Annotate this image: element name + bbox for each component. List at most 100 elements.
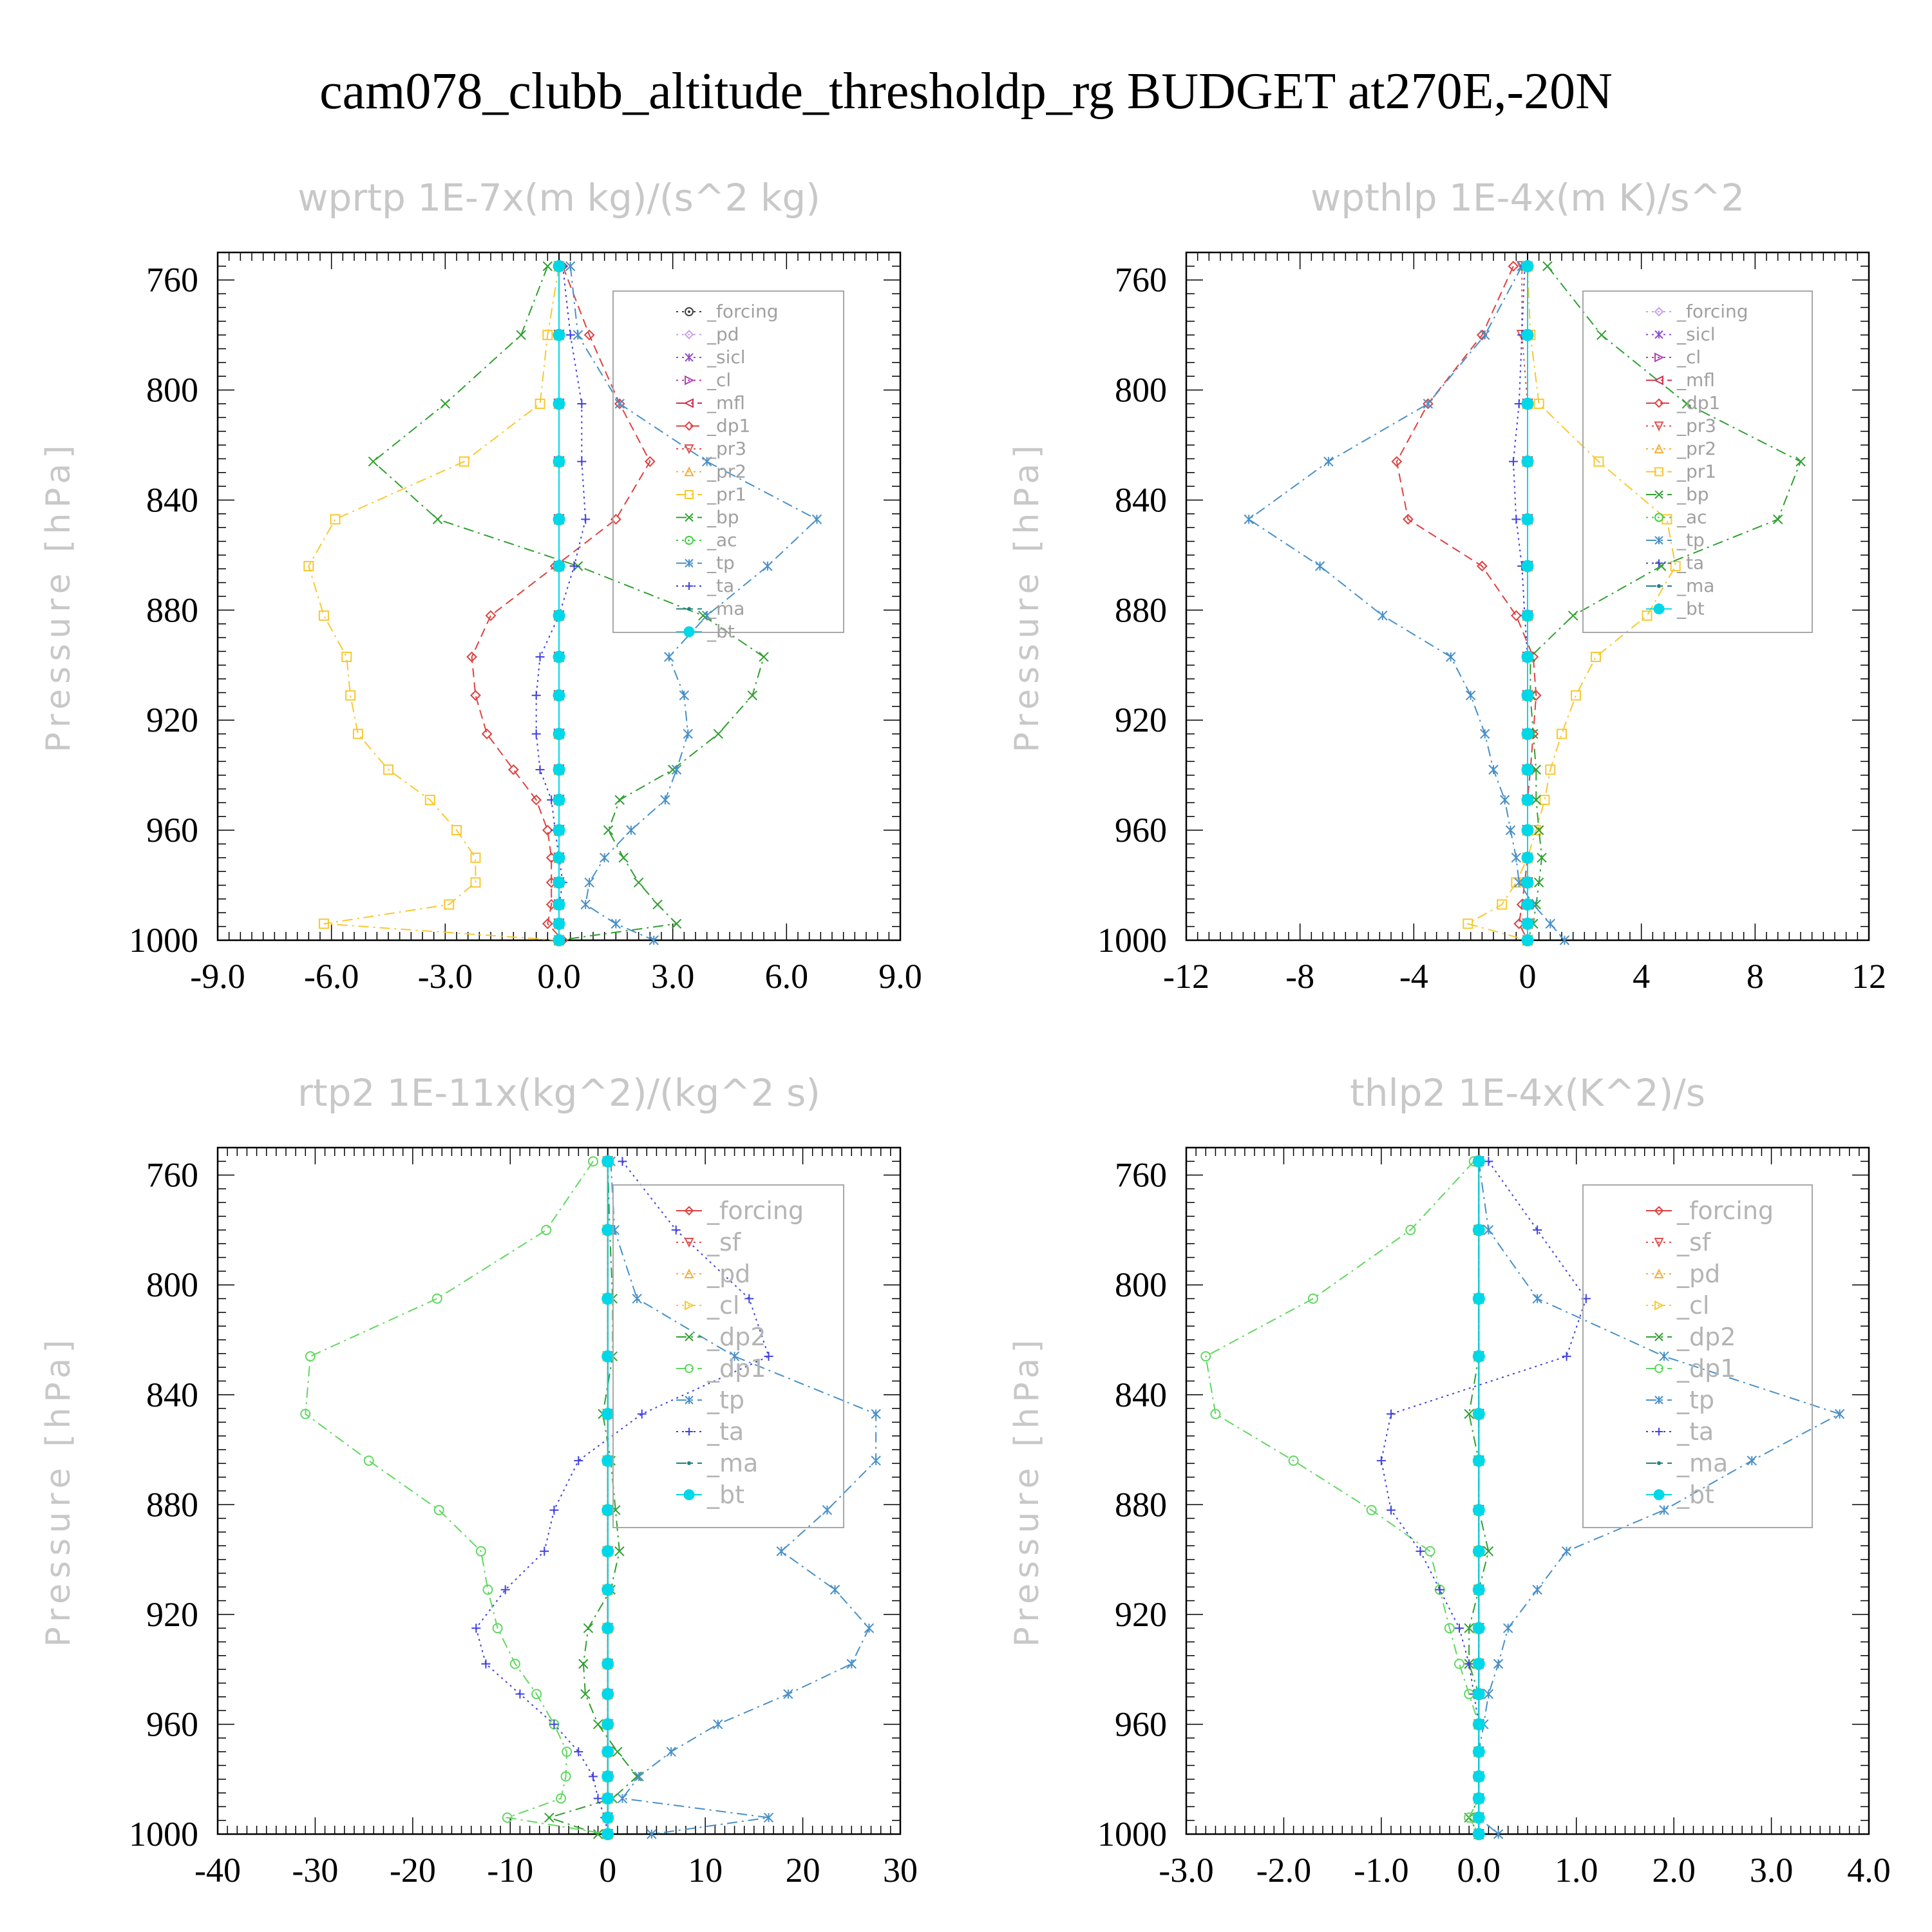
data-point-dp1 <box>475 1546 486 1557</box>
x-tick-label: -8 <box>1285 957 1314 996</box>
data-point-ta <box>565 330 575 340</box>
legend-label: _pr2 <box>1676 438 1716 459</box>
data-point-tp <box>1493 1829 1504 1839</box>
data-point-tp <box>1446 652 1456 662</box>
legend-label: _forcing <box>706 1197 804 1225</box>
data-point-dp1 <box>466 651 477 663</box>
panel-title: wprtp 1E-7x(m kg)/(s^2 kg) <box>298 176 820 220</box>
legend-marker <box>1654 1300 1665 1311</box>
series-line-dp1 <box>1396 265 1537 941</box>
data-point-bt <box>1472 1745 1485 1758</box>
x-tick-label: -2.0 <box>1256 1851 1311 1889</box>
y-tick-label: 840 <box>1115 1376 1167 1414</box>
y-tick-label: 880 <box>1115 591 1167 629</box>
data-point-ta <box>1376 1456 1386 1466</box>
x-tick-label: 0 <box>599 1851 616 1889</box>
data-point-pr1 <box>451 825 462 836</box>
legend-marker <box>684 421 694 431</box>
data-point-ta <box>1484 1157 1493 1166</box>
data-point-bt <box>1472 1293 1485 1305</box>
legend-label: _ma <box>1676 575 1714 596</box>
chart-panel-1: wprtp 1E-7x(m kg)/(s^2 kg) Pressure [hPa]… <box>39 176 922 996</box>
data-point-bt <box>1472 1811 1485 1824</box>
data-point-tp <box>599 853 610 863</box>
data-point-ta <box>471 1624 481 1633</box>
data-point-tp <box>671 764 682 775</box>
x-tick-label: 1.0 <box>1555 1851 1598 1889</box>
data-point-bt <box>553 689 565 702</box>
x-tick-label: 10 <box>688 1851 723 1889</box>
data-point-bt <box>1472 1504 1485 1517</box>
data-point-pr1 <box>1557 728 1567 739</box>
legend: _forcing _sf _pd _cl _dp2 _dp1 _tp _ta _ma _bt <box>1582 1184 1813 1528</box>
series-line-tp <box>569 266 819 941</box>
legend-label: _tp <box>1676 529 1705 551</box>
data-point-dp1 <box>588 1156 598 1167</box>
data-point-dp1 <box>1510 610 1522 621</box>
data-point-bt <box>1472 1584 1485 1596</box>
legend-label: _dp1 <box>706 415 750 437</box>
data-point-bt <box>553 876 565 889</box>
data-point-tp <box>647 1829 657 1839</box>
legend-label: _mfl <box>706 392 745 413</box>
data-point-dp2 <box>592 1719 603 1730</box>
x-tick-label: 3.0 <box>1750 1851 1794 1889</box>
data-point-tp <box>1480 728 1490 739</box>
data-point-tp <box>871 1408 881 1419</box>
x-tick-label: -4 <box>1399 957 1428 996</box>
legend-marker <box>1654 513 1663 522</box>
chart-panel-4: thlp2 1E-4x(K^2)/s Pressure [hPa] 760 800 84… <box>1008 1071 1891 1889</box>
data-point-dp1 <box>562 1747 573 1757</box>
legend-marker <box>685 307 694 316</box>
data-point-dp2 <box>544 1812 554 1823</box>
data-point-tp <box>811 514 822 525</box>
data-point-tp <box>584 877 594 887</box>
legend-label: _sicl <box>706 346 746 368</box>
series-group <box>1244 260 1806 947</box>
data-point-tp <box>763 1812 774 1823</box>
data-point-bp <box>759 652 769 662</box>
data-point-ta <box>744 1294 754 1303</box>
data-point-bp <box>1795 456 1806 467</box>
data-point-tp <box>634 1771 644 1782</box>
legend-label: _dp1 <box>706 1354 766 1383</box>
panels: wprtp 1E-7x(m kg)/(s^2 kg) Pressure [hPa]… <box>39 176 1891 1889</box>
legend: _forcing_sicl_cl_mfl_dp1_pr3_pr2_pr1_bp_… <box>1582 290 1813 633</box>
data-point-dp1 <box>1454 1658 1464 1669</box>
data-point-dp1 <box>1200 1351 1211 1362</box>
legend-marker <box>685 490 694 499</box>
data-point-bt <box>601 1622 614 1634</box>
data-point-bp <box>747 690 758 701</box>
data-point-dp1 <box>1366 1504 1377 1515</box>
legend-label: _pd <box>1676 1260 1720 1288</box>
data-point-dp1 <box>1403 513 1414 525</box>
data-point-tp <box>580 899 591 910</box>
data-point-dp2 <box>1464 1408 1474 1419</box>
data-point-bt <box>601 1718 614 1730</box>
data-point-pr1 <box>542 330 553 341</box>
x-tick-label: 4 <box>1633 957 1650 996</box>
series-line-pr1 <box>308 266 560 941</box>
legend-marker <box>1654 330 1663 339</box>
data-point-pr1 <box>1545 764 1556 775</box>
data-point-dp1 <box>482 1584 493 1595</box>
legend-label: _forcing <box>1676 1197 1774 1225</box>
y-tick-label: 1000 <box>129 1815 198 1853</box>
data-point-tp <box>1659 1505 1669 1515</box>
data-point-bt <box>1472 1792 1485 1805</box>
data-point-pr1 <box>470 852 481 863</box>
x-tick-label: -30 <box>292 1851 338 1889</box>
data-point-bt <box>553 650 565 663</box>
legend-marker <box>1654 1364 1663 1373</box>
data-point-pr1 <box>345 690 356 701</box>
data-point-tp <box>1480 330 1490 340</box>
legend-label: _cl <box>706 1291 739 1320</box>
y-tick-label: 800 <box>146 1265 198 1304</box>
y-tick-label: 920 <box>146 701 198 739</box>
legend-label: _mfl <box>1676 370 1715 391</box>
data-point-bp <box>1596 330 1607 340</box>
data-point-dp1 <box>1444 1623 1455 1634</box>
data-point-bp <box>1681 399 1692 409</box>
